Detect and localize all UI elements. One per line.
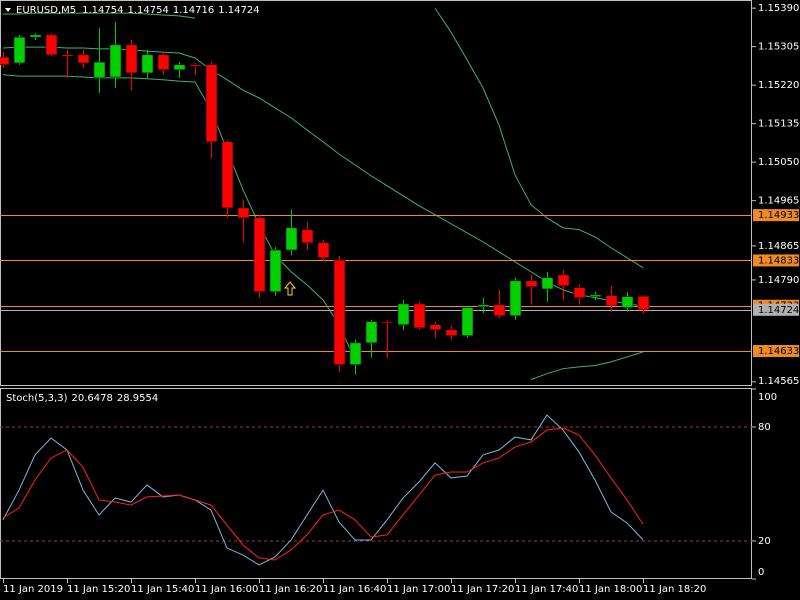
band-line: [2, 74, 644, 381]
candle-body: [109, 44, 122, 78]
stoch-header: Stoch(5,3,3) 20.6478 28.9554: [6, 393, 158, 404]
candle-body: [461, 307, 474, 336]
open-value: 1.14754: [82, 5, 123, 16]
last-price-label: 1.14724: [758, 305, 799, 316]
candle-body: [205, 64, 218, 143]
candle-body: [125, 44, 138, 74]
stoch-line: [2, 427, 644, 561]
y-tick-label: 1.14865: [758, 241, 799, 252]
candle-body: [573, 287, 586, 298]
hline-label: 1.14633: [758, 346, 799, 357]
x-tick-label: 11 Jan 17:00: [387, 584, 450, 595]
x-tick-label: 11 Jan 16:20: [259, 584, 322, 595]
y-tick-label: 1.15135: [758, 119, 799, 130]
candle-body: [237, 207, 250, 219]
candle-body: [77, 54, 90, 64]
candle-body: [365, 321, 378, 344]
stoch-plot: [0, 414, 752, 566]
candle-body: [541, 277, 554, 290]
x-tick-label: 11 Jan 15:20: [67, 584, 130, 595]
y-tick-label: 1.14790: [758, 275, 799, 286]
candle-body: [605, 295, 618, 306]
y-tick-label: 1.15305: [758, 42, 799, 53]
candle-body: [157, 54, 170, 71]
candle-body: [173, 64, 186, 71]
stoch-signal-value: 28.9554: [117, 393, 158, 404]
stoch-line: [2, 414, 644, 566]
candle-body: [317, 242, 330, 258]
band-line: [2, 46, 644, 307]
main-panel: [0, 0, 752, 386]
y-tick-label: 1.14565: [758, 376, 799, 387]
candle-body: [93, 61, 106, 79]
arrow-annotation: [283, 281, 297, 296]
low-value: 1.14716: [173, 5, 214, 16]
candle-body: [589, 294, 602, 297]
y-tick-label: 1.14965: [758, 196, 799, 207]
chart-header: EURUSD,M5 1.14754 1.14754 1.14716 1.14724: [16, 5, 260, 16]
candle-body: [29, 34, 42, 38]
axes: 1.15390 1.15305 1.15220 1.15135 1.15050 1.149…: [3, 3, 799, 595]
stoch-main-value: 20.6478: [71, 393, 112, 404]
stoch-panel: [0, 388, 752, 579]
main-plot: [0, 7, 752, 381]
hline-label: 1.14933: [758, 210, 799, 221]
hline-label-bg: [753, 345, 799, 358]
high-value: 1.14754: [127, 5, 168, 16]
candle-body: [557, 274, 570, 287]
y-tick-label: 0: [758, 567, 764, 578]
close-value: 1.14724: [218, 5, 259, 16]
candle-body: [349, 342, 362, 365]
x-tick-label: 11 Jan 2019: [3, 584, 63, 595]
candle-body: [381, 321, 394, 324]
hline-label: 1.14833: [758, 255, 799, 266]
x-tick-label: 11 Jan 16:40: [323, 584, 386, 595]
hline-label-bg: [753, 254, 799, 267]
candle-body: [621, 296, 634, 308]
x-tick-label: 11 Jan 18:20: [643, 584, 706, 595]
stoch-title: Stoch(5,3,3): [6, 393, 68, 404]
candle-body: [525, 280, 538, 287]
candle-body: [45, 34, 58, 56]
candle-body: [13, 36, 26, 64]
candle-body: [189, 64, 202, 67]
y-tick-label: 100: [758, 392, 777, 403]
hline-label-bg: [753, 209, 799, 222]
x-tick-label: 11 Jan 17:40: [515, 584, 578, 595]
candle-body: [221, 141, 234, 209]
candle-body: [0, 56, 10, 66]
x-tick-label: 11 Jan 18:00: [579, 584, 642, 595]
candle-body: [637, 295, 650, 311]
y-tick-label: 1.15390: [758, 3, 799, 14]
candle-body: [61, 54, 74, 57]
y-tick-label: 1.15220: [758, 80, 799, 91]
x-tick-label: 11 Jan 16:00: [195, 584, 258, 595]
band-line: [3, 7, 644, 269]
candle-body: [413, 303, 426, 329]
candle-body: [301, 229, 314, 244]
y-tick-label: 80: [758, 422, 771, 433]
candle-body: [445, 329, 458, 336]
last-price-label-bg: [753, 303, 799, 316]
candle-body: [429, 324, 442, 330]
candle-body: [397, 303, 410, 326]
candle-body: [141, 54, 154, 74]
candle-body: [285, 227, 298, 251]
candle-body: [477, 304, 490, 307]
y-tick-label: 1.15050: [758, 157, 799, 168]
candle-body: [493, 304, 506, 316]
y-tick-label: 20: [758, 536, 771, 547]
x-tick-label: 11 Jan 15:40: [131, 584, 194, 595]
candle-body: [253, 217, 266, 292]
x-tick-label: 11 Jan 17:20: [451, 584, 514, 595]
candle-body: [333, 259, 346, 365]
candle-body: [509, 280, 522, 316]
menu-triangle: [5, 8, 11, 12]
candle-body: [269, 249, 282, 292]
symbol-title: EURUSD,M5: [16, 5, 76, 16]
